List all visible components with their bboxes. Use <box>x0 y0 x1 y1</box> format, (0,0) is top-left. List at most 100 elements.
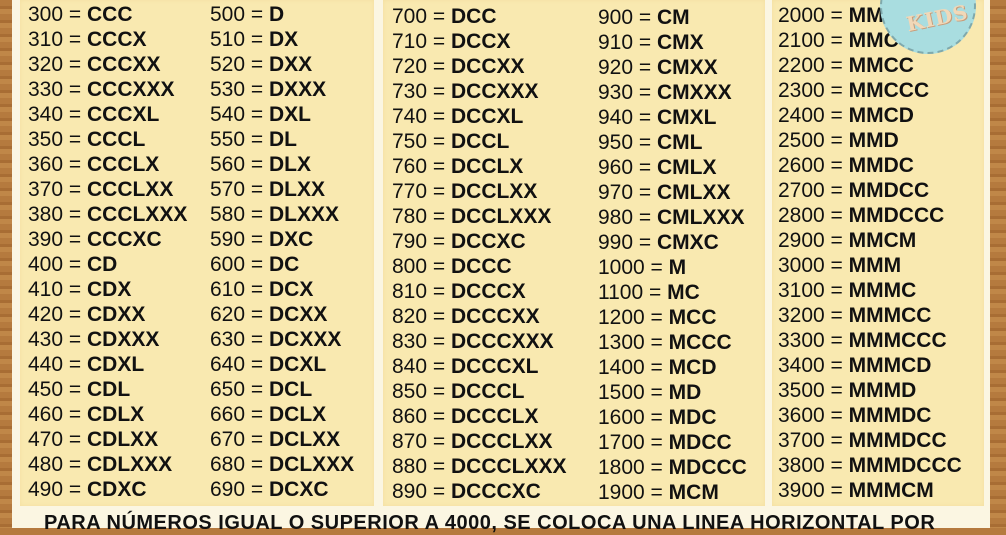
arabic-number: 470 = <box>28 428 87 451</box>
arabic-number: 520 = <box>210 53 269 76</box>
numeral-row: 310 = CCCX <box>28 27 147 52</box>
roman-numeral: CM <box>656 6 690 29</box>
roman-numeral: DCCXC <box>450 230 526 253</box>
arabic-number: 2800 = <box>778 204 849 227</box>
numeral-row: 440 = CDXL <box>28 352 144 377</box>
numeral-row: 690 = DCXC <box>210 477 329 502</box>
arabic-number: 970 = <box>598 181 657 204</box>
arabic-number: 840 = <box>392 355 451 378</box>
arabic-number: 930 = <box>598 81 657 104</box>
arabic-number: 770 = <box>392 180 451 203</box>
roman-numeral: MMM <box>848 254 902 277</box>
roman-numeral: CMXXX <box>656 81 732 104</box>
numeral-row: 470 = CDLXX <box>28 427 158 452</box>
arabic-number: 730 = <box>392 80 451 103</box>
numeral-row: 580 = DLXXX <box>210 202 339 227</box>
arabic-number: 980 = <box>598 206 657 229</box>
roman-numeral: CD <box>86 253 118 276</box>
arabic-number: 790 = <box>392 230 451 253</box>
roman-numeral: CCCL <box>86 128 146 151</box>
arabic-number: 3300 = <box>778 329 849 352</box>
arabic-number: 1900 = <box>598 481 669 504</box>
roman-numeral: DCLXX <box>268 428 341 451</box>
roman-numeral: DCC <box>450 5 497 28</box>
arabic-number: 460 = <box>28 403 87 426</box>
roman-numeral: MCCC <box>668 331 732 354</box>
numeral-row: 1600 = MDC <box>598 405 716 430</box>
arabic-number: 890 = <box>392 480 451 503</box>
roman-numeral: DCCX <box>450 30 511 53</box>
roman-numeral: DCCC <box>450 255 512 278</box>
numeral-row: 920 = CMXX <box>598 55 718 80</box>
numeral-row: 350 = CCCL <box>28 127 145 152</box>
arabic-number: 1600 = <box>598 406 669 429</box>
roman-numeral: MMMCCC <box>848 329 947 352</box>
roman-numeral: DCCL <box>450 130 510 153</box>
roman-numeral: DLX <box>268 153 311 176</box>
arabic-number: 2300 = <box>778 79 849 102</box>
roman-numeral: DXXX <box>268 78 327 101</box>
numeral-row: 540 = DXL <box>210 102 311 127</box>
arabic-number: 1400 = <box>598 356 669 379</box>
roman-numeral: DXC <box>268 228 314 251</box>
roman-numeral: DCCLXXX <box>450 205 552 228</box>
panel-2000-3999 <box>772 0 984 506</box>
roman-numeral: DCCLXX <box>450 180 538 203</box>
numeral-row: 520 = DXX <box>210 52 312 77</box>
numeral-row: 810 = DCCCX <box>392 279 526 304</box>
arabic-number: 2900 = <box>778 229 849 252</box>
numeral-row: 1200 = MCC <box>598 305 716 330</box>
arabic-number: 490 = <box>28 478 87 501</box>
roman-numeral: DCCXL <box>450 105 524 128</box>
numeral-row: 2000 = MM <box>778 3 884 28</box>
arabic-number: 2100 = <box>778 29 849 52</box>
roman-numeral: DCCCL <box>450 380 525 403</box>
arabic-number: 900 = <box>598 6 657 29</box>
roman-numeral: MMDCCC <box>848 204 945 227</box>
roman-numeral: CDLXX <box>86 428 159 451</box>
arabic-number: 720 = <box>392 55 451 78</box>
arabic-number: 1200 = <box>598 306 669 329</box>
arabic-number: 940 = <box>598 106 657 129</box>
numeral-row: 900 = CM <box>598 5 690 30</box>
roman-numeral: DCX <box>268 278 314 301</box>
roman-numeral: DCLXXX <box>268 453 355 476</box>
numeral-row: 400 = CD <box>28 252 117 277</box>
numeral-row: 840 = DCCCXL <box>392 354 538 379</box>
numeral-row: 700 = DCC <box>392 4 496 29</box>
roman-numeral: MMMD <box>848 379 917 402</box>
numeral-row: 2900 = MMCM <box>778 228 916 253</box>
numeral-row: 860 = DCCCLX <box>392 404 538 429</box>
numeral-row: 2500 = MMD <box>778 128 899 153</box>
arabic-number: 3100 = <box>778 279 849 302</box>
roman-numeral: MMDCC <box>848 179 930 202</box>
arabic-number: 450 = <box>28 378 87 401</box>
arabic-number: 640 = <box>210 353 269 376</box>
arabic-number: 650 = <box>210 378 269 401</box>
numeral-row: 910 = CMX <box>598 30 704 55</box>
roman-numeral: CCCXC <box>86 228 162 251</box>
arabic-number: 3000 = <box>778 254 849 277</box>
roman-numeral: MMC <box>848 29 899 52</box>
arabic-number: 630 = <box>210 328 269 351</box>
roman-numeral: MMMCM <box>848 479 934 502</box>
roman-numeral: DCCCLXXX <box>450 455 567 478</box>
arabic-number: 760 = <box>392 155 451 178</box>
numeral-row: 3000 = MMM <box>778 253 901 278</box>
roman-numeral: DCLX <box>268 403 327 426</box>
arabic-number: 880 = <box>392 455 451 478</box>
numeral-row: 570 = DLXX <box>210 177 325 202</box>
arabic-number: 660 = <box>210 403 269 426</box>
roman-numeral: CCCXXX <box>86 78 175 101</box>
arabic-number: 960 = <box>598 156 657 179</box>
numeral-row: 870 = DCCCLXX <box>392 429 553 454</box>
arabic-number: 1000 = <box>598 256 669 279</box>
roman-numeral: CMLX <box>656 156 717 179</box>
roman-numeral: MDC <box>668 406 717 429</box>
numeral-row: 970 = CMLXX <box>598 180 730 205</box>
arabic-number: 540 = <box>210 103 269 126</box>
numeral-row: 3700 = MMMDCC <box>778 428 947 453</box>
numeral-row: 730 = DCCXXX <box>392 79 539 104</box>
numeral-row: 1800 = MDCCC <box>598 455 747 480</box>
roman-numeral: DCCCXXX <box>450 330 554 353</box>
